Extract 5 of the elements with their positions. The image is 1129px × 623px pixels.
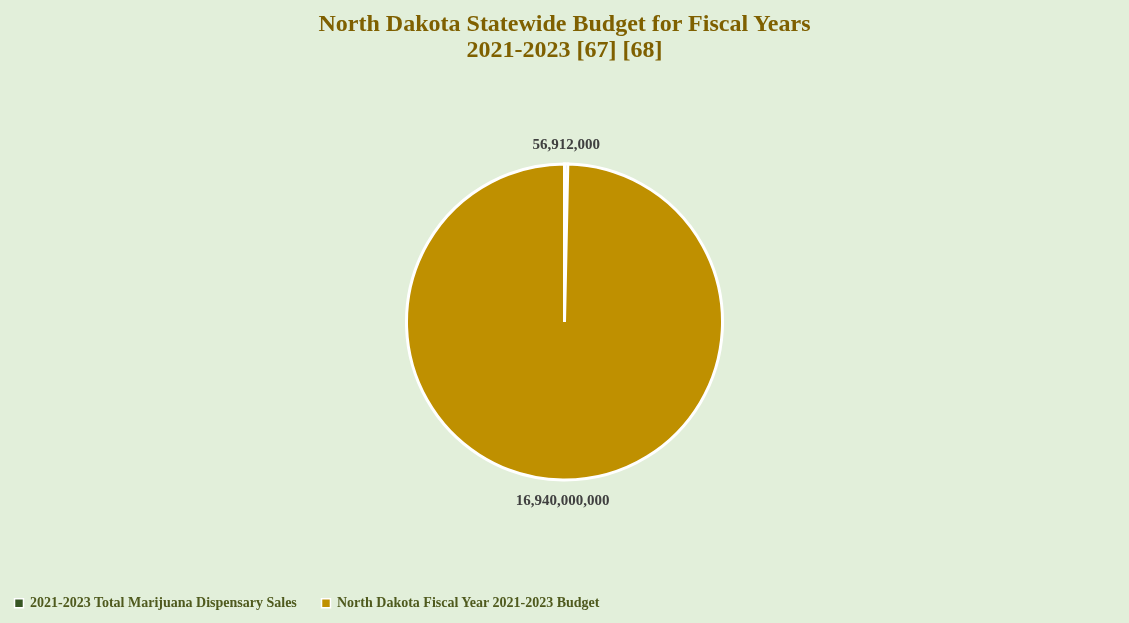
legend-label: 2021-2023 Total Marijuana Dispensary Sales xyxy=(30,595,298,611)
data-label: 16,940,000,000 xyxy=(515,491,610,508)
legend-label: North Dakota Fiscal Year 2021-2023 Budget xyxy=(337,595,600,611)
data-label: 56,912,000 xyxy=(532,136,601,153)
chart-title: North Dakota Statewide Budget for Fiscal Years 2021-2023 [67] [68] xyxy=(318,10,811,62)
